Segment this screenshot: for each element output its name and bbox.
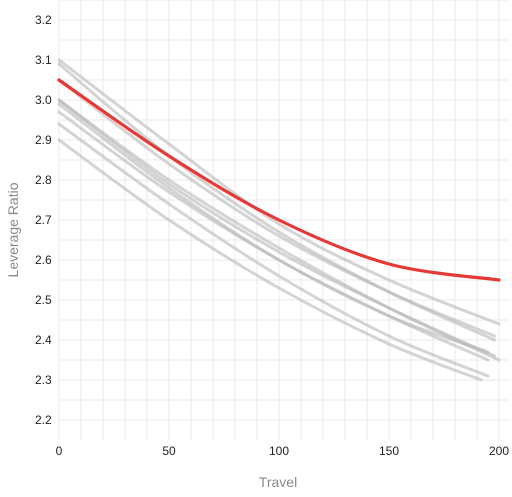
series-layer bbox=[57, 58, 501, 382]
y-tick-label: 3.0 bbox=[35, 93, 52, 107]
y-tick-label: 2.2 bbox=[35, 413, 52, 427]
highlight-series-line bbox=[57, 78, 501, 282]
x-tick-label: 150 bbox=[379, 444, 399, 458]
y-tick-label: 2.6 bbox=[35, 253, 52, 267]
y-tick-label: 2.5 bbox=[35, 293, 52, 307]
y-tick-label: 3.2 bbox=[35, 13, 52, 27]
series-line-2 bbox=[57, 62, 497, 342]
y-tick-label: 2.3 bbox=[35, 373, 52, 387]
series-line-5 bbox=[57, 98, 497, 358]
series-line-1 bbox=[57, 58, 501, 326]
series-line-9 bbox=[57, 138, 483, 382]
y-tick-label: 2.4 bbox=[35, 333, 52, 347]
x-tick-label: 200 bbox=[489, 444, 509, 458]
series-line-8 bbox=[57, 122, 490, 378]
y-tick-label: 2.9 bbox=[35, 133, 52, 147]
series-line-7 bbox=[57, 110, 490, 362]
x-tick-label: 0 bbox=[56, 444, 63, 458]
x-tick-label: 100 bbox=[269, 444, 289, 458]
y-axis-title: Leverage Ratio bbox=[5, 182, 21, 277]
tick-labels: 2.2 2.3 2.4 2.5 2.6 2.7 2.8 2.9 3.0 3.1 3.2 0 50 100 1… bbox=[35, 13, 509, 458]
x-tick-label: 50 bbox=[162, 444, 176, 458]
grid bbox=[58, 0, 509, 440]
y-tick-label: 2.7 bbox=[35, 213, 52, 227]
x-axis-title: Travel bbox=[259, 474, 297, 490]
y-tick-label: 2.8 bbox=[35, 173, 52, 187]
series-line-3 bbox=[57, 78, 497, 338]
y-tick-label: 3.1 bbox=[35, 53, 52, 67]
